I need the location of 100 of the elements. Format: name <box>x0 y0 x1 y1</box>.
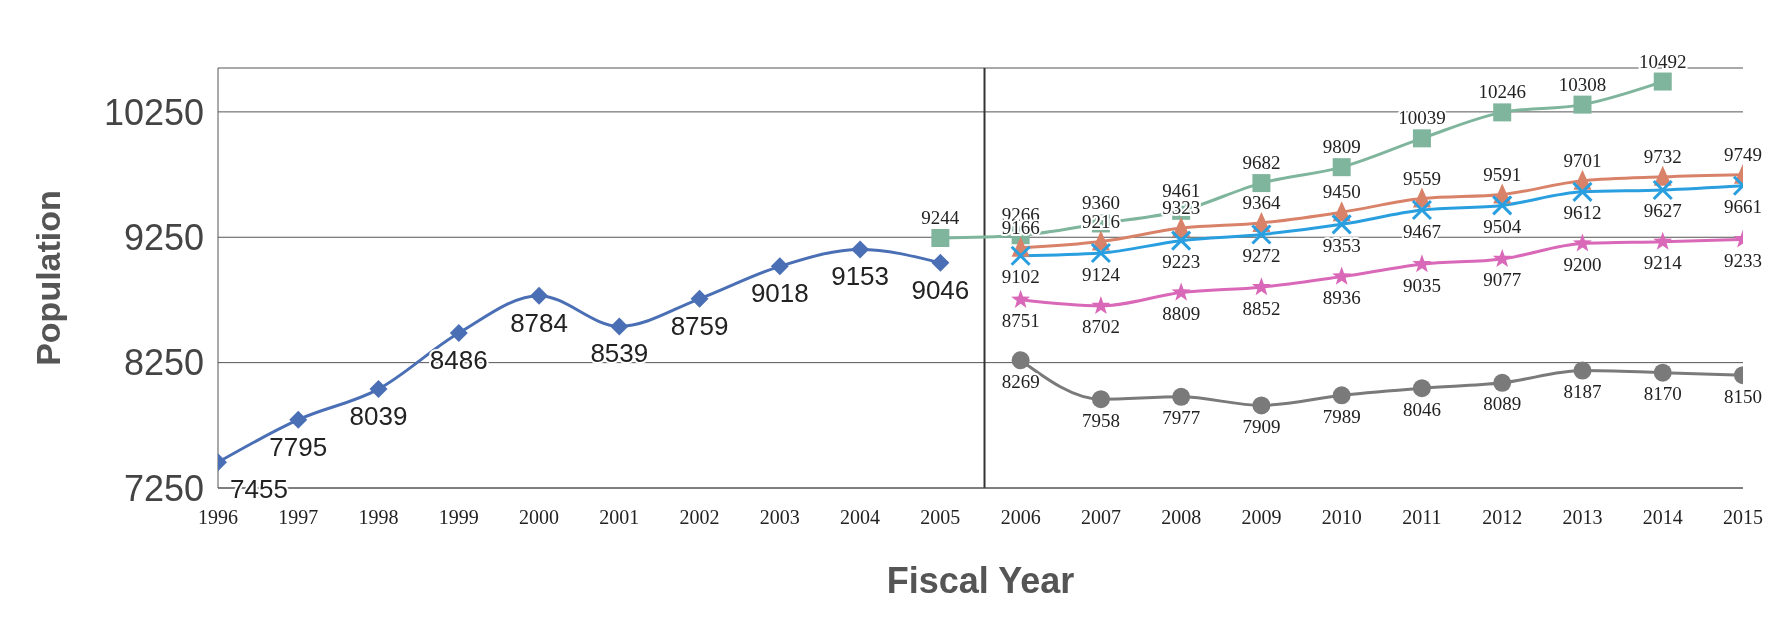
data-label: 7795 <box>269 431 328 462</box>
data-label: 9272 <box>1242 244 1281 266</box>
x-tick-label: 2015 <box>1723 506 1763 529</box>
data-label: 9809 <box>1322 136 1361 158</box>
point <box>1491 194 1513 216</box>
point <box>1573 361 1592 380</box>
data-label: 9018 <box>750 278 809 309</box>
y-tick-label: 8250 <box>123 342 204 384</box>
point <box>1172 387 1191 406</box>
data-label: 9749 <box>1724 143 1762 165</box>
data-label: 9353 <box>1322 234 1361 256</box>
point <box>530 286 549 305</box>
data-label: 9701 <box>1563 149 1602 171</box>
x-tick-label: 2012 <box>1482 506 1523 529</box>
point <box>1252 174 1271 193</box>
data-label: 10039 <box>1398 107 1446 129</box>
data-label: 8784 <box>510 307 568 338</box>
point <box>1010 245 1032 267</box>
data-label: 9591 <box>1483 163 1522 185</box>
data-label: 9077 <box>1483 269 1522 291</box>
data-label: 9233 <box>1724 249 1762 271</box>
data-label: 9612 <box>1563 202 1602 224</box>
data-label: 8936 <box>1322 287 1361 309</box>
data-label: 9102 <box>1001 266 1040 288</box>
point <box>1492 248 1512 268</box>
point <box>369 380 388 399</box>
point <box>1332 266 1352 285</box>
point <box>1090 242 1112 264</box>
point <box>1652 179 1674 201</box>
x-tick-label: 2010 <box>1321 506 1362 529</box>
point <box>1571 181 1593 203</box>
data-label: 10246 <box>1478 81 1526 103</box>
data-label: 9046 <box>911 274 970 305</box>
data-label: 9200 <box>1563 254 1602 276</box>
point <box>1653 231 1673 250</box>
data-label: 8702 <box>1081 316 1120 338</box>
x-tick-label: 2001 <box>599 506 640 529</box>
x-tick-label: 1999 <box>438 506 479 529</box>
data-label: 9682 <box>1242 152 1281 174</box>
x-tick-label: 2004 <box>840 506 881 529</box>
data-label: 10308 <box>1558 73 1607 95</box>
point <box>610 317 629 336</box>
data-label: 9153 <box>831 261 890 292</box>
data-label: 8759 <box>670 310 729 341</box>
point <box>1171 282 1191 301</box>
point <box>931 229 950 248</box>
x-tick-label: 2007 <box>1080 506 1121 529</box>
point <box>1412 254 1432 273</box>
point <box>1411 199 1433 221</box>
data-label: 8269 <box>1001 370 1040 392</box>
point <box>851 240 870 259</box>
x-tick-label: 2013 <box>1562 506 1603 529</box>
data-label: 8039 <box>349 401 408 432</box>
point <box>690 289 709 308</box>
data-label: 7989 <box>1322 405 1361 427</box>
data-label: 9360 <box>1081 192 1120 214</box>
point <box>1170 230 1192 252</box>
data-label: 9364 <box>1242 191 1281 213</box>
point <box>1332 386 1351 405</box>
data-label: 9223 <box>1162 251 1201 273</box>
data-label: 9244 <box>921 207 960 229</box>
point <box>1493 103 1512 122</box>
point <box>1252 396 1271 415</box>
point <box>770 257 789 276</box>
point <box>1250 224 1272 245</box>
data-label: 8187 <box>1563 381 1602 403</box>
x-tick-label: 2006 <box>1000 506 1041 529</box>
data-label: 8150 <box>1724 385 1762 407</box>
data-label: 8539 <box>590 338 649 369</box>
data-label: 9467 <box>1402 220 1441 242</box>
x-tick-label: 2008 <box>1161 506 1202 529</box>
data-label: 9124 <box>1081 263 1121 285</box>
data-label: 9732 <box>1643 145 1682 167</box>
point <box>1493 373 1512 392</box>
x-tick-label: 2005 <box>920 506 961 529</box>
point <box>1091 390 1110 409</box>
data-label: 7958 <box>1081 409 1120 431</box>
point <box>1653 363 1672 382</box>
data-label: 10492 <box>1638 50 1687 72</box>
point <box>1332 158 1351 177</box>
x-tick-label: 2009 <box>1241 506 1282 529</box>
data-label: 8089 <box>1483 393 1522 415</box>
data-label: 8046 <box>1402 398 1441 420</box>
x-tick-label: 1996 <box>198 506 238 529</box>
x-tick-label: 2000 <box>519 506 560 529</box>
point <box>1572 233 1592 252</box>
data-label: 9214 <box>1643 252 1683 274</box>
point <box>931 253 950 272</box>
data-label: 9559 <box>1402 167 1441 189</box>
point <box>1412 129 1431 148</box>
data-label: 9627 <box>1643 200 1682 222</box>
data-label: 7909 <box>1242 415 1281 437</box>
x-tick-label: 2014 <box>1642 506 1683 529</box>
point <box>1091 295 1111 315</box>
point <box>289 410 308 429</box>
data-label: 9504 <box>1483 215 1522 237</box>
point <box>1011 289 1031 308</box>
y-tick-label: 9250 <box>123 217 204 259</box>
point <box>1412 379 1431 398</box>
point <box>1573 95 1592 114</box>
